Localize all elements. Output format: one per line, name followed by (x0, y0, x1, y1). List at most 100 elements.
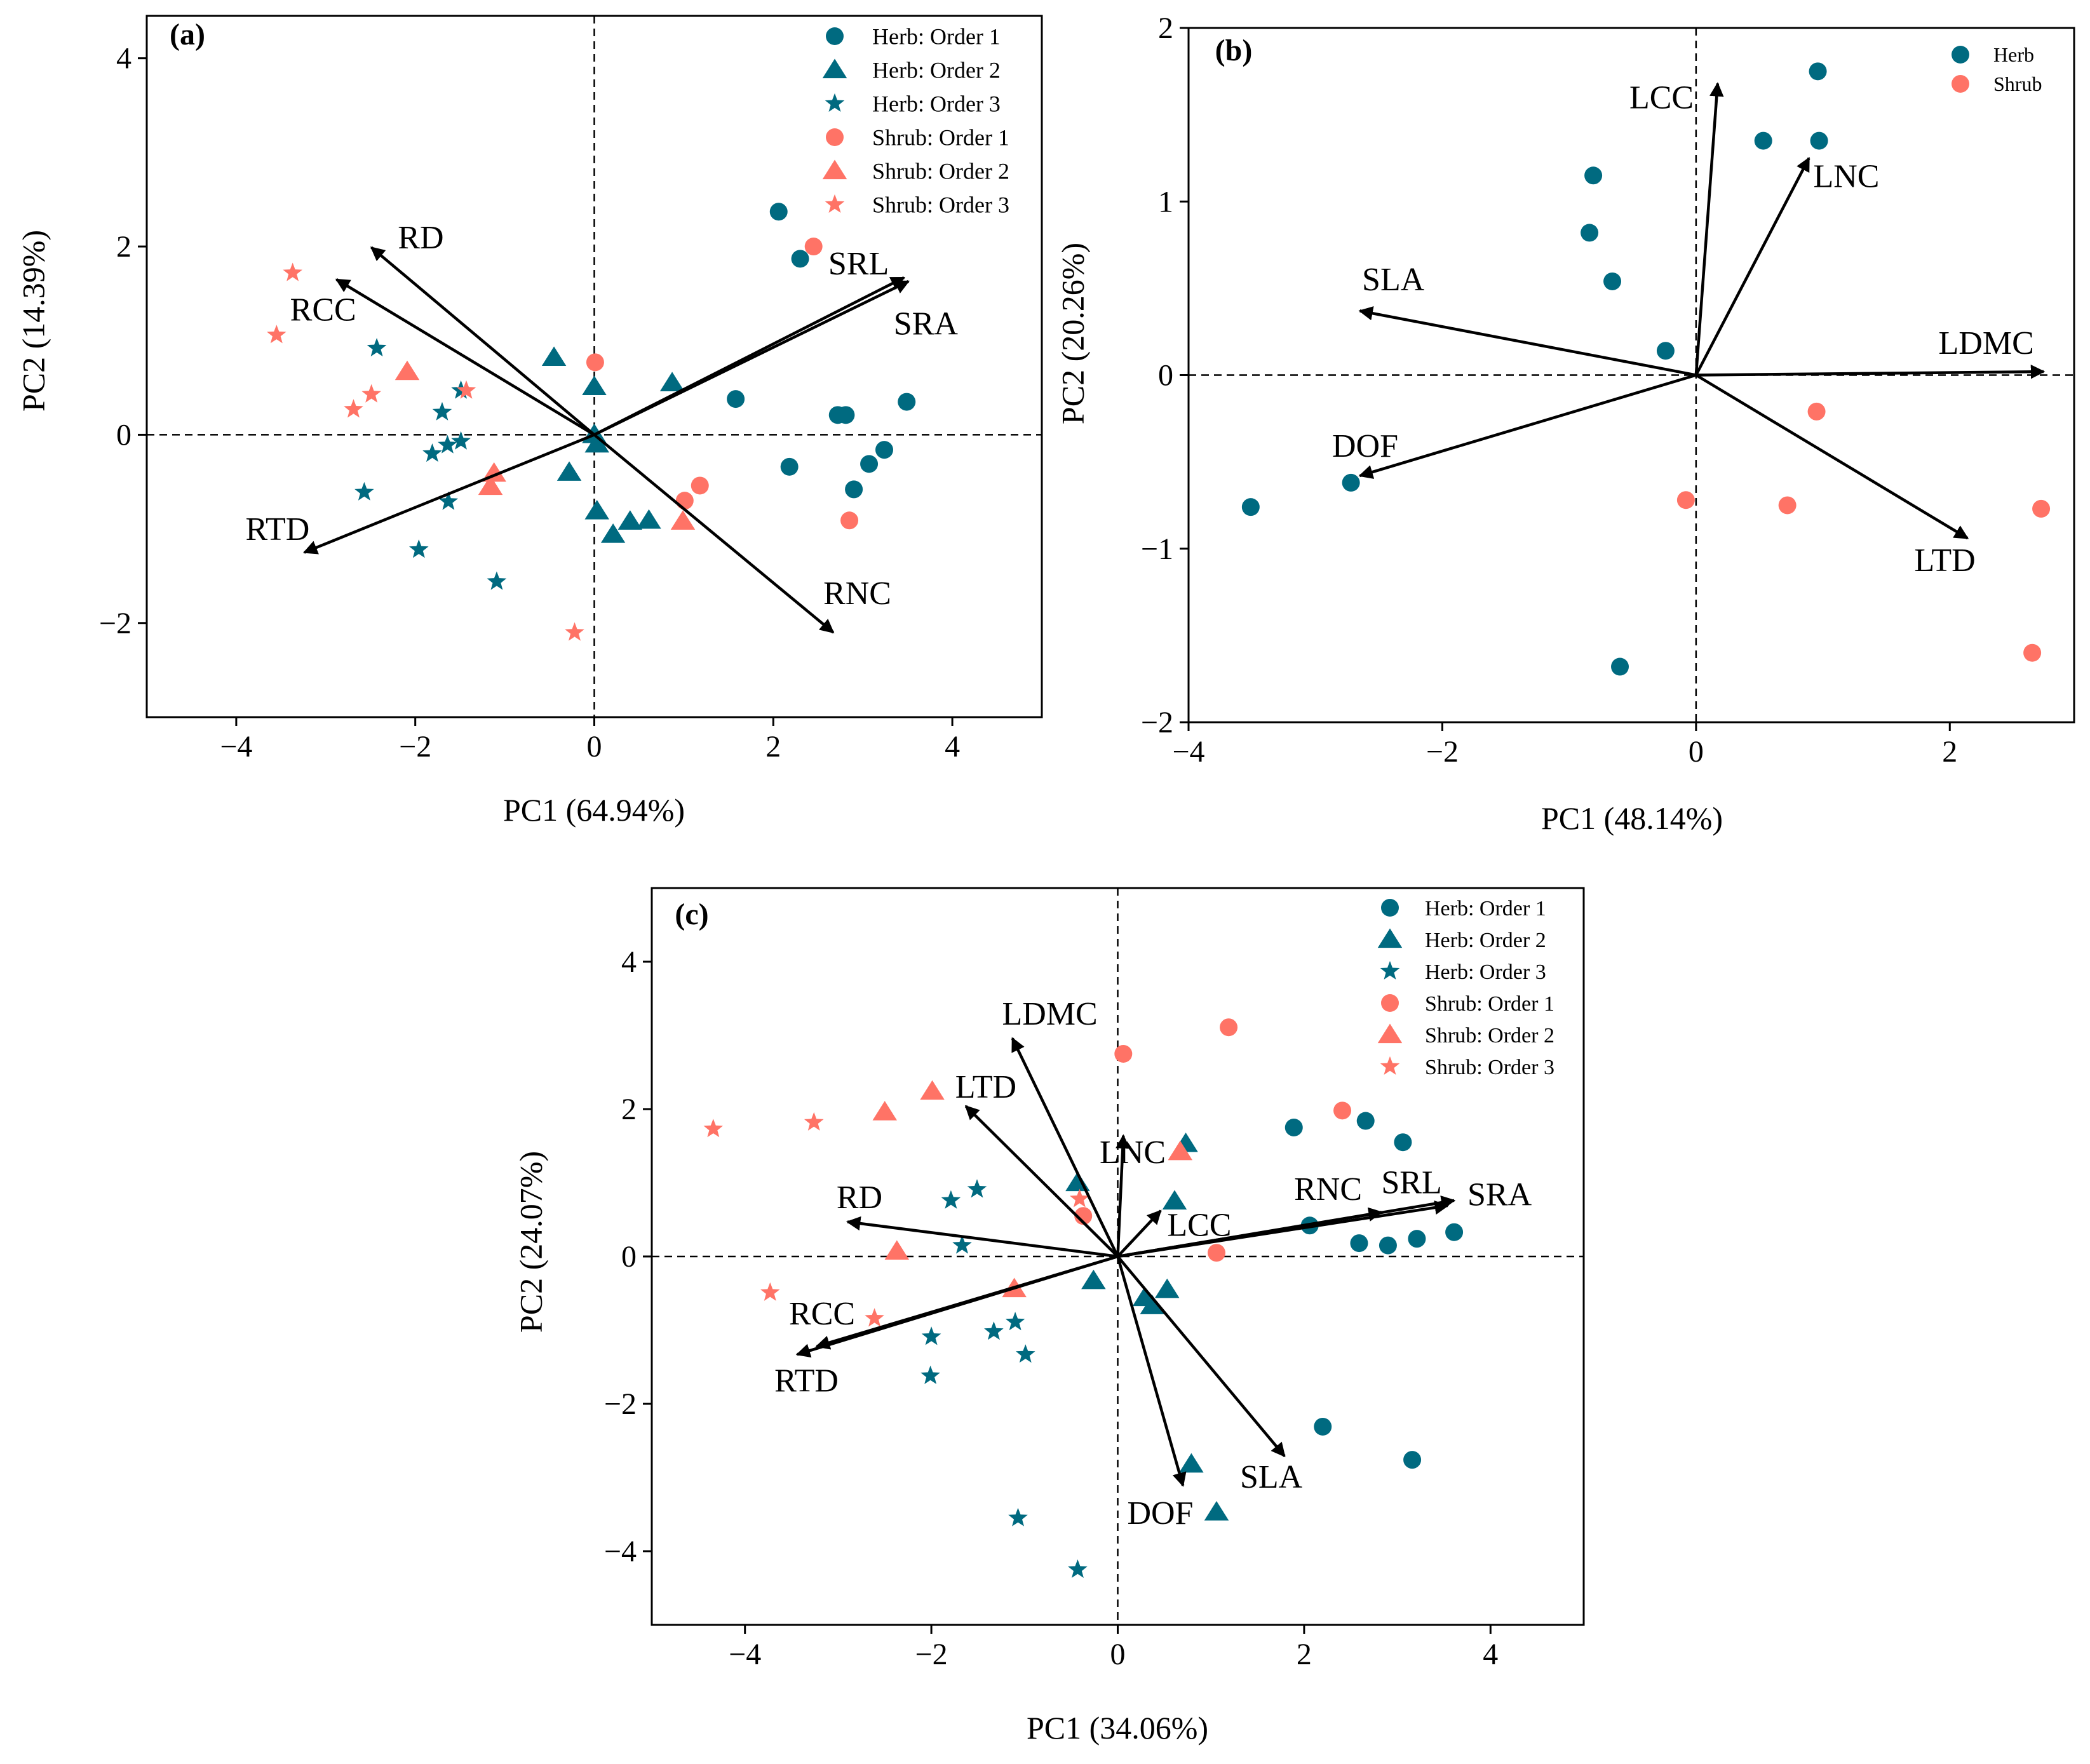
loading-arrow-rd (370, 246, 595, 436)
data-point (1408, 1230, 1426, 1248)
data-point (478, 475, 503, 495)
x-tick-label: 0 (587, 730, 602, 764)
legend-marker (1380, 1056, 1400, 1075)
data-point (884, 1240, 910, 1260)
loading-label: RNC (823, 576, 891, 612)
loading-arrow-ltd (1695, 374, 1969, 540)
legend-label: Herb: Order 1 (1425, 897, 1546, 920)
loading-label: RD (837, 1180, 882, 1216)
data-point (1403, 1451, 1422, 1469)
x-axis-title: PC1 (64.94%) (503, 792, 685, 828)
x-tick-label: 2 (1942, 735, 1957, 769)
data-point (1809, 62, 1827, 81)
data-point (1807, 402, 1826, 421)
loading-label: DOF (1127, 1495, 1193, 1532)
loading-label: SLA (1362, 262, 1425, 298)
data-point (1220, 1018, 1238, 1037)
loading-label: LDMC (1002, 996, 1097, 1032)
loading-label: SRL (1381, 1164, 1441, 1201)
legend-marker (822, 58, 847, 79)
data-point (556, 461, 582, 481)
data-point (670, 510, 696, 530)
legend-label: Shrub (1993, 72, 2042, 95)
x-tick-label: 4 (1483, 1638, 1498, 1671)
y-tick-label: 0 (621, 1240, 637, 1274)
data-point (438, 434, 457, 454)
legend-marker (1952, 75, 1969, 93)
x-tick-label: 0 (1689, 735, 1704, 769)
x-tick-label: −4 (220, 730, 252, 764)
x-tick-label: 0 (1110, 1638, 1126, 1671)
loading-arrow-ltd (964, 1105, 1119, 1258)
legend-marker (825, 93, 845, 112)
data-point (703, 1119, 724, 1138)
y-tick-label: −4 (604, 1535, 637, 1568)
data-point (941, 1190, 961, 1209)
legend-marker (1952, 46, 1969, 64)
x-tick-label: 2 (1297, 1638, 1312, 1671)
loading-label: DOF (1332, 428, 1398, 464)
data-point (659, 372, 685, 392)
y-tick-label: 2 (621, 1093, 637, 1126)
legend-marker (1381, 994, 1399, 1012)
data-point (487, 571, 507, 590)
loading-label: LNC (1813, 159, 1879, 195)
x-axis-title: PC1 (34.06%) (1027, 1710, 1208, 1746)
data-point (1208, 1244, 1226, 1262)
loading-label: LNC (1100, 1134, 1166, 1171)
data-point (367, 338, 387, 357)
legend-marker (826, 128, 844, 146)
loading-arrow-dof (1358, 374, 1697, 479)
loading-arrow-sla (1358, 306, 1697, 377)
loading-arrow-rnc (593, 433, 835, 634)
data-point (875, 441, 894, 459)
loading-arrow-rtd (795, 1255, 1119, 1358)
series-herb-order-1 (727, 203, 916, 499)
series-shrub (1676, 402, 2051, 662)
data-point (354, 481, 374, 501)
data-point (1350, 1234, 1368, 1253)
x-tick-label: −2 (915, 1638, 948, 1671)
legend-label: Shrub: Order 3 (1425, 1056, 1554, 1079)
data-point (451, 431, 471, 450)
data-point (780, 457, 799, 476)
loading-label: LTD (955, 1069, 1016, 1105)
data-point (1168, 1140, 1193, 1161)
data-point (600, 523, 626, 543)
legend-label: Herb: Order 2 (1425, 929, 1546, 952)
data-point (1314, 1417, 1332, 1436)
data-point (1179, 1453, 1204, 1473)
loading-label: RCC (789, 1296, 855, 1332)
loading-label: RTD (774, 1363, 839, 1399)
series-shrub-order-3 (267, 262, 584, 641)
data-point (344, 399, 363, 418)
data-point (804, 238, 823, 256)
x-tick-label: −2 (1426, 735, 1459, 769)
data-point (1676, 491, 1695, 509)
data-point (1074, 1207, 1093, 1225)
data-point (1140, 1295, 1165, 1314)
data-point (394, 360, 420, 380)
loading-label: SLA (1240, 1459, 1303, 1495)
data-point (920, 1080, 945, 1100)
loading-arrow-lnc (1694, 156, 1810, 376)
y-tick-label: −2 (1141, 706, 1173, 739)
data-point (1581, 224, 1599, 242)
loading-label: SRL (828, 246, 889, 282)
data-point (582, 375, 607, 395)
data-point (921, 1326, 941, 1345)
loading-label: LTD (1914, 542, 1975, 579)
series-shrub-order-2 (872, 1080, 1193, 1298)
y-tick-label: −1 (1141, 532, 1173, 566)
y-axis-title: PC2 (24.07%) (513, 1151, 548, 1333)
data-point (984, 1321, 1004, 1340)
series-herb-order-3 (354, 338, 507, 590)
data-point (361, 384, 381, 403)
y-tick-label: 0 (116, 418, 131, 452)
legend-marker (822, 159, 847, 180)
y-tick-label: −2 (604, 1387, 637, 1421)
data-point (865, 1308, 884, 1327)
y-tick-label: 1 (1158, 185, 1173, 219)
data-point (1284, 1119, 1303, 1136)
data-point (1611, 657, 1629, 676)
